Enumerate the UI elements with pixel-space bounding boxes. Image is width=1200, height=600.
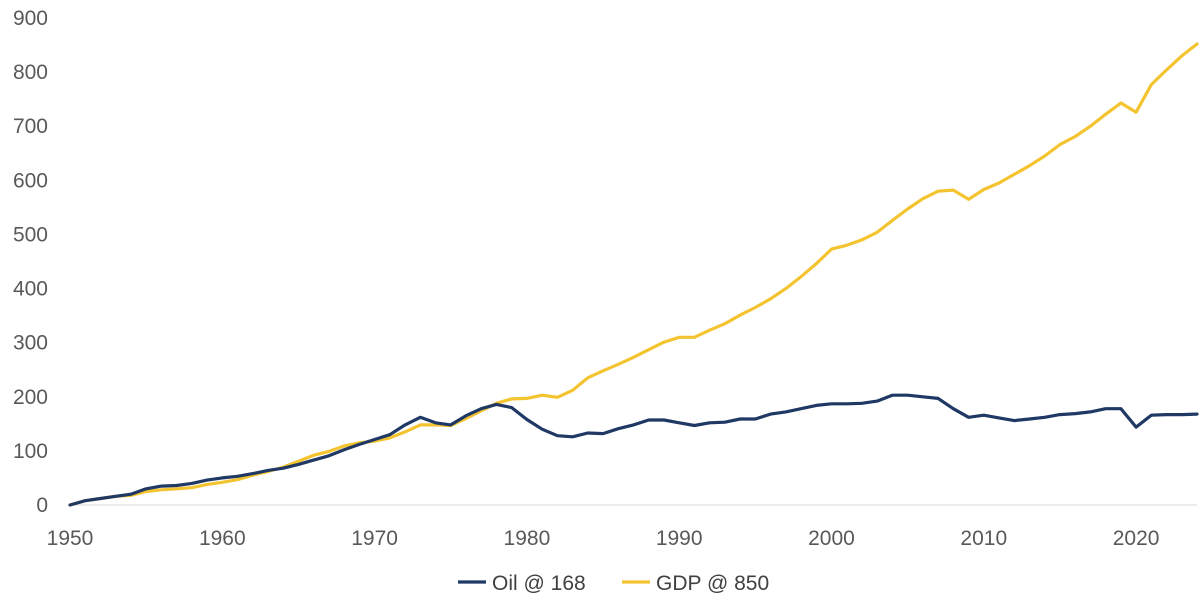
- y-tick-label: 100: [13, 440, 48, 463]
- y-tick-label: 400: [13, 278, 48, 301]
- x-tick-label: 1980: [504, 527, 551, 550]
- y-tick-label: 800: [13, 61, 48, 84]
- y-axis-ticks: 0 100 200 300 400 500 600 700 800 900: [13, 7, 48, 517]
- legend: Oil @ 168 GDP @ 850: [458, 572, 769, 595]
- y-tick-label: 0: [36, 494, 48, 517]
- series-lines: [68, 42, 1199, 507]
- y-tick-label: 600: [13, 169, 48, 192]
- x-axis-ticks: 1950 1960 1970 1980 1990 2000 2010 2020: [47, 527, 1160, 550]
- x-tick-label: 1960: [199, 527, 246, 550]
- x-tick-label: 1970: [351, 527, 398, 550]
- y-tick-label: 200: [13, 386, 48, 409]
- x-tick-label: 2020: [1113, 527, 1160, 550]
- legend-label: Oil @ 168: [492, 572, 586, 595]
- y-tick-label: 900: [13, 7, 48, 30]
- legend-item-gdp: GDP @ 850: [622, 572, 769, 595]
- legend-label: GDP @ 850: [656, 572, 769, 595]
- gdp-series-line: [68, 42, 1199, 507]
- legend-item-oil: Oil @ 168: [458, 572, 586, 595]
- y-tick-label: 700: [13, 115, 48, 138]
- x-tick-label: 1950: [47, 527, 94, 550]
- oil-series-line: [68, 393, 1199, 507]
- x-tick-label: 2000: [808, 527, 855, 550]
- y-tick-label: 500: [13, 223, 48, 246]
- y-tick-label: 300: [13, 332, 48, 355]
- x-tick-label: 1990: [656, 527, 703, 550]
- x-tick-label: 2010: [960, 527, 1007, 550]
